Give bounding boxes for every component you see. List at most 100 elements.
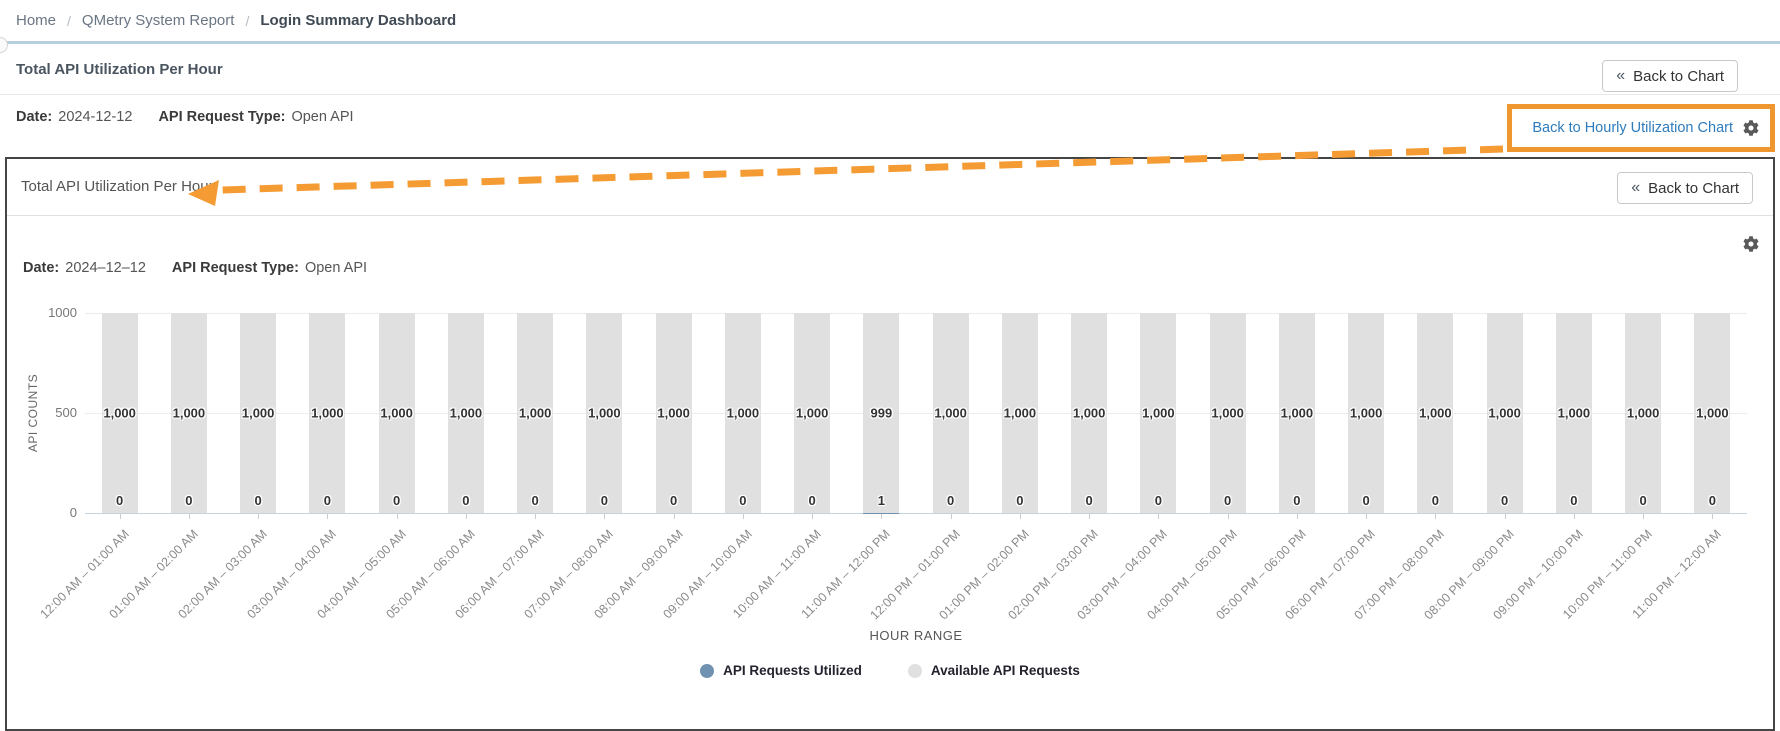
available-value-label: 1,000 (518, 405, 552, 421)
utilized-value-label: 0 (1293, 493, 1301, 508)
breadcrumb-item-qmetry-system-report[interactable]: QMetry System Report (81, 12, 235, 29)
stacked-bar[interactable] (1140, 313, 1177, 513)
available-value-label: 1,000 (1488, 405, 1521, 421)
available-segment[interactable] (378, 313, 415, 513)
double-chevron-left-icon: « (1631, 179, 1641, 196)
available-value-label: 1,000 (449, 405, 483, 421)
stacked-bar[interactable] (517, 313, 554, 513)
stacked-bar[interactable] (1625, 313, 1662, 513)
utilized-value-label: 0 (393, 493, 401, 508)
available-segment[interactable] (724, 313, 761, 513)
api-request-type-label: API Request Type: (158, 109, 286, 125)
x-axis-label: 05:00 PM – 06:00 PM (1213, 527, 1309, 623)
bar-slot: 1,000 0 (985, 313, 1054, 513)
x-axis-label: 09:00 PM – 10:00 PM (1490, 527, 1586, 623)
gear-icon[interactable] (1743, 120, 1759, 136)
stacked-bar[interactable] (1001, 313, 1038, 513)
available-segment[interactable] (170, 313, 207, 513)
available-segment[interactable] (655, 313, 692, 513)
x-axis-label: 02:00 AM – 03:00 AM (175, 527, 271, 622)
stacked-bar[interactable] (724, 313, 761, 513)
bar-slot: 1,000 0 (1193, 313, 1262, 513)
bar-slot: 1,000 0 (570, 313, 639, 513)
stacked-bar[interactable] (1694, 313, 1731, 513)
available-segment[interactable] (1694, 313, 1731, 513)
stacked-bar[interactable] (240, 313, 277, 513)
stacked-bar[interactable] (863, 313, 900, 513)
bar-slot: 1,000 0 (639, 313, 708, 513)
available-segment[interactable] (1417, 313, 1454, 513)
available-segment[interactable] (794, 313, 831, 513)
available-segment[interactable] (1348, 313, 1385, 513)
stacked-bar[interactable] (1555, 313, 1592, 513)
available-segment[interactable] (1209, 313, 1246, 513)
back-to-chart-label: Back to Chart (1648, 179, 1739, 197)
available-value-label: 1,000 (1557, 405, 1591, 421)
stacked-bar[interactable] (378, 313, 415, 513)
available-segment[interactable] (1071, 313, 1108, 513)
stacked-bar[interactable] (586, 313, 623, 513)
stacked-bar[interactable] (170, 313, 207, 513)
back-to-chart-button-inner[interactable]: « Back to Chart (1617, 172, 1753, 204)
available-segment[interactable] (517, 313, 554, 513)
available-value-label: 1,000 (103, 405, 136, 421)
stacked-bar[interactable] (1348, 313, 1385, 513)
stacked-bar[interactable] (655, 313, 692, 513)
utilized-value-label: 0 (1570, 493, 1578, 508)
utilized-value-label: 0 (116, 493, 124, 508)
available-segment[interactable] (1555, 313, 1592, 513)
stacked-bar[interactable] (1278, 313, 1315, 513)
x-tick-mark (327, 514, 329, 519)
available-segment[interactable] (1278, 313, 1315, 513)
available-segment[interactable] (1486, 313, 1523, 513)
stacked-bar[interactable] (932, 313, 969, 513)
chart-panel-title: Total API Utilization Per Hour (21, 178, 214, 195)
stacked-bar[interactable] (101, 313, 138, 513)
available-segment[interactable] (1001, 313, 1038, 513)
double-chevron-left-icon: « (1616, 67, 1626, 84)
x-axis-label: 11:00 AM – 12:00 PM (799, 527, 894, 622)
available-segment[interactable] (240, 313, 277, 513)
back-to-hourly-utilization-chart-link[interactable]: Back to Hourly Utilization Chart (1532, 120, 1733, 136)
available-segment[interactable] (932, 313, 969, 513)
stacked-bar[interactable] (1417, 313, 1454, 513)
bar-slot: 1,000 0 (224, 313, 293, 513)
gridline-1000 (85, 313, 1747, 314)
chart-panel-body: Date: 2024–12–12 API Request Type: Open AP… (7, 216, 1773, 730)
available-segment[interactable] (1625, 313, 1662, 513)
api-request-type-filter: API Request Type: Open API (172, 260, 367, 276)
available-segment[interactable] (309, 313, 346, 513)
available-value-label: 1,000 (726, 405, 760, 421)
available-segment[interactable] (1140, 313, 1177, 513)
y-tick-1000: 1000 (48, 305, 77, 320)
utilized-value-label: 0 (1501, 493, 1509, 508)
stacked-bar[interactable] (1209, 313, 1246, 513)
stacked-bar[interactable] (309, 313, 346, 513)
available-segment[interactable] (586, 313, 623, 513)
breadcrumb-item-home[interactable]: Home (16, 12, 57, 29)
x-axis-label: 11:00 PM – 12:00 AM (1630, 527, 1725, 622)
x-axis-label: 03:00 PM – 04:00 PM (1074, 527, 1171, 623)
legend-item-available-api-requests[interactable]: Available API Requests (907, 663, 1080, 678)
stacked-bar[interactable] (794, 313, 831, 513)
stacked-bar[interactable] (1486, 313, 1523, 513)
available-segment[interactable] (101, 313, 138, 513)
x-tick-mark (1504, 514, 1506, 519)
page-title: Total API Utilization Per Hour (16, 61, 223, 78)
legend-item-api-requests-utilized[interactable]: API Requests Utilized (700, 663, 862, 678)
date-value: 2024-12-12 (58, 109, 133, 125)
x-tick-mark (119, 514, 121, 519)
x-tick-mark (535, 514, 537, 519)
x-tick-mark (1296, 514, 1298, 519)
bar-plot-area: 1,000 0 1,000 0 1,000 0 1,000 0 1,000 0 1,000 0 1,00… (85, 313, 1747, 513)
stacked-bar[interactable] (1071, 313, 1108, 513)
available-segment[interactable] (447, 313, 484, 513)
back-to-chart-button[interactable]: « Back to Chart (1602, 60, 1738, 92)
utilized-value-label: 0 (1431, 493, 1439, 508)
utilized-value-label: 0 (323, 493, 331, 508)
x-axis-label: 05:00 AM – 06:00 AM (383, 527, 478, 622)
available-value-label: 1,000 (1419, 405, 1452, 421)
available-segment[interactable] (863, 313, 900, 513)
stacked-bar[interactable] (447, 313, 484, 513)
gear-icon[interactable] (1743, 236, 1759, 252)
